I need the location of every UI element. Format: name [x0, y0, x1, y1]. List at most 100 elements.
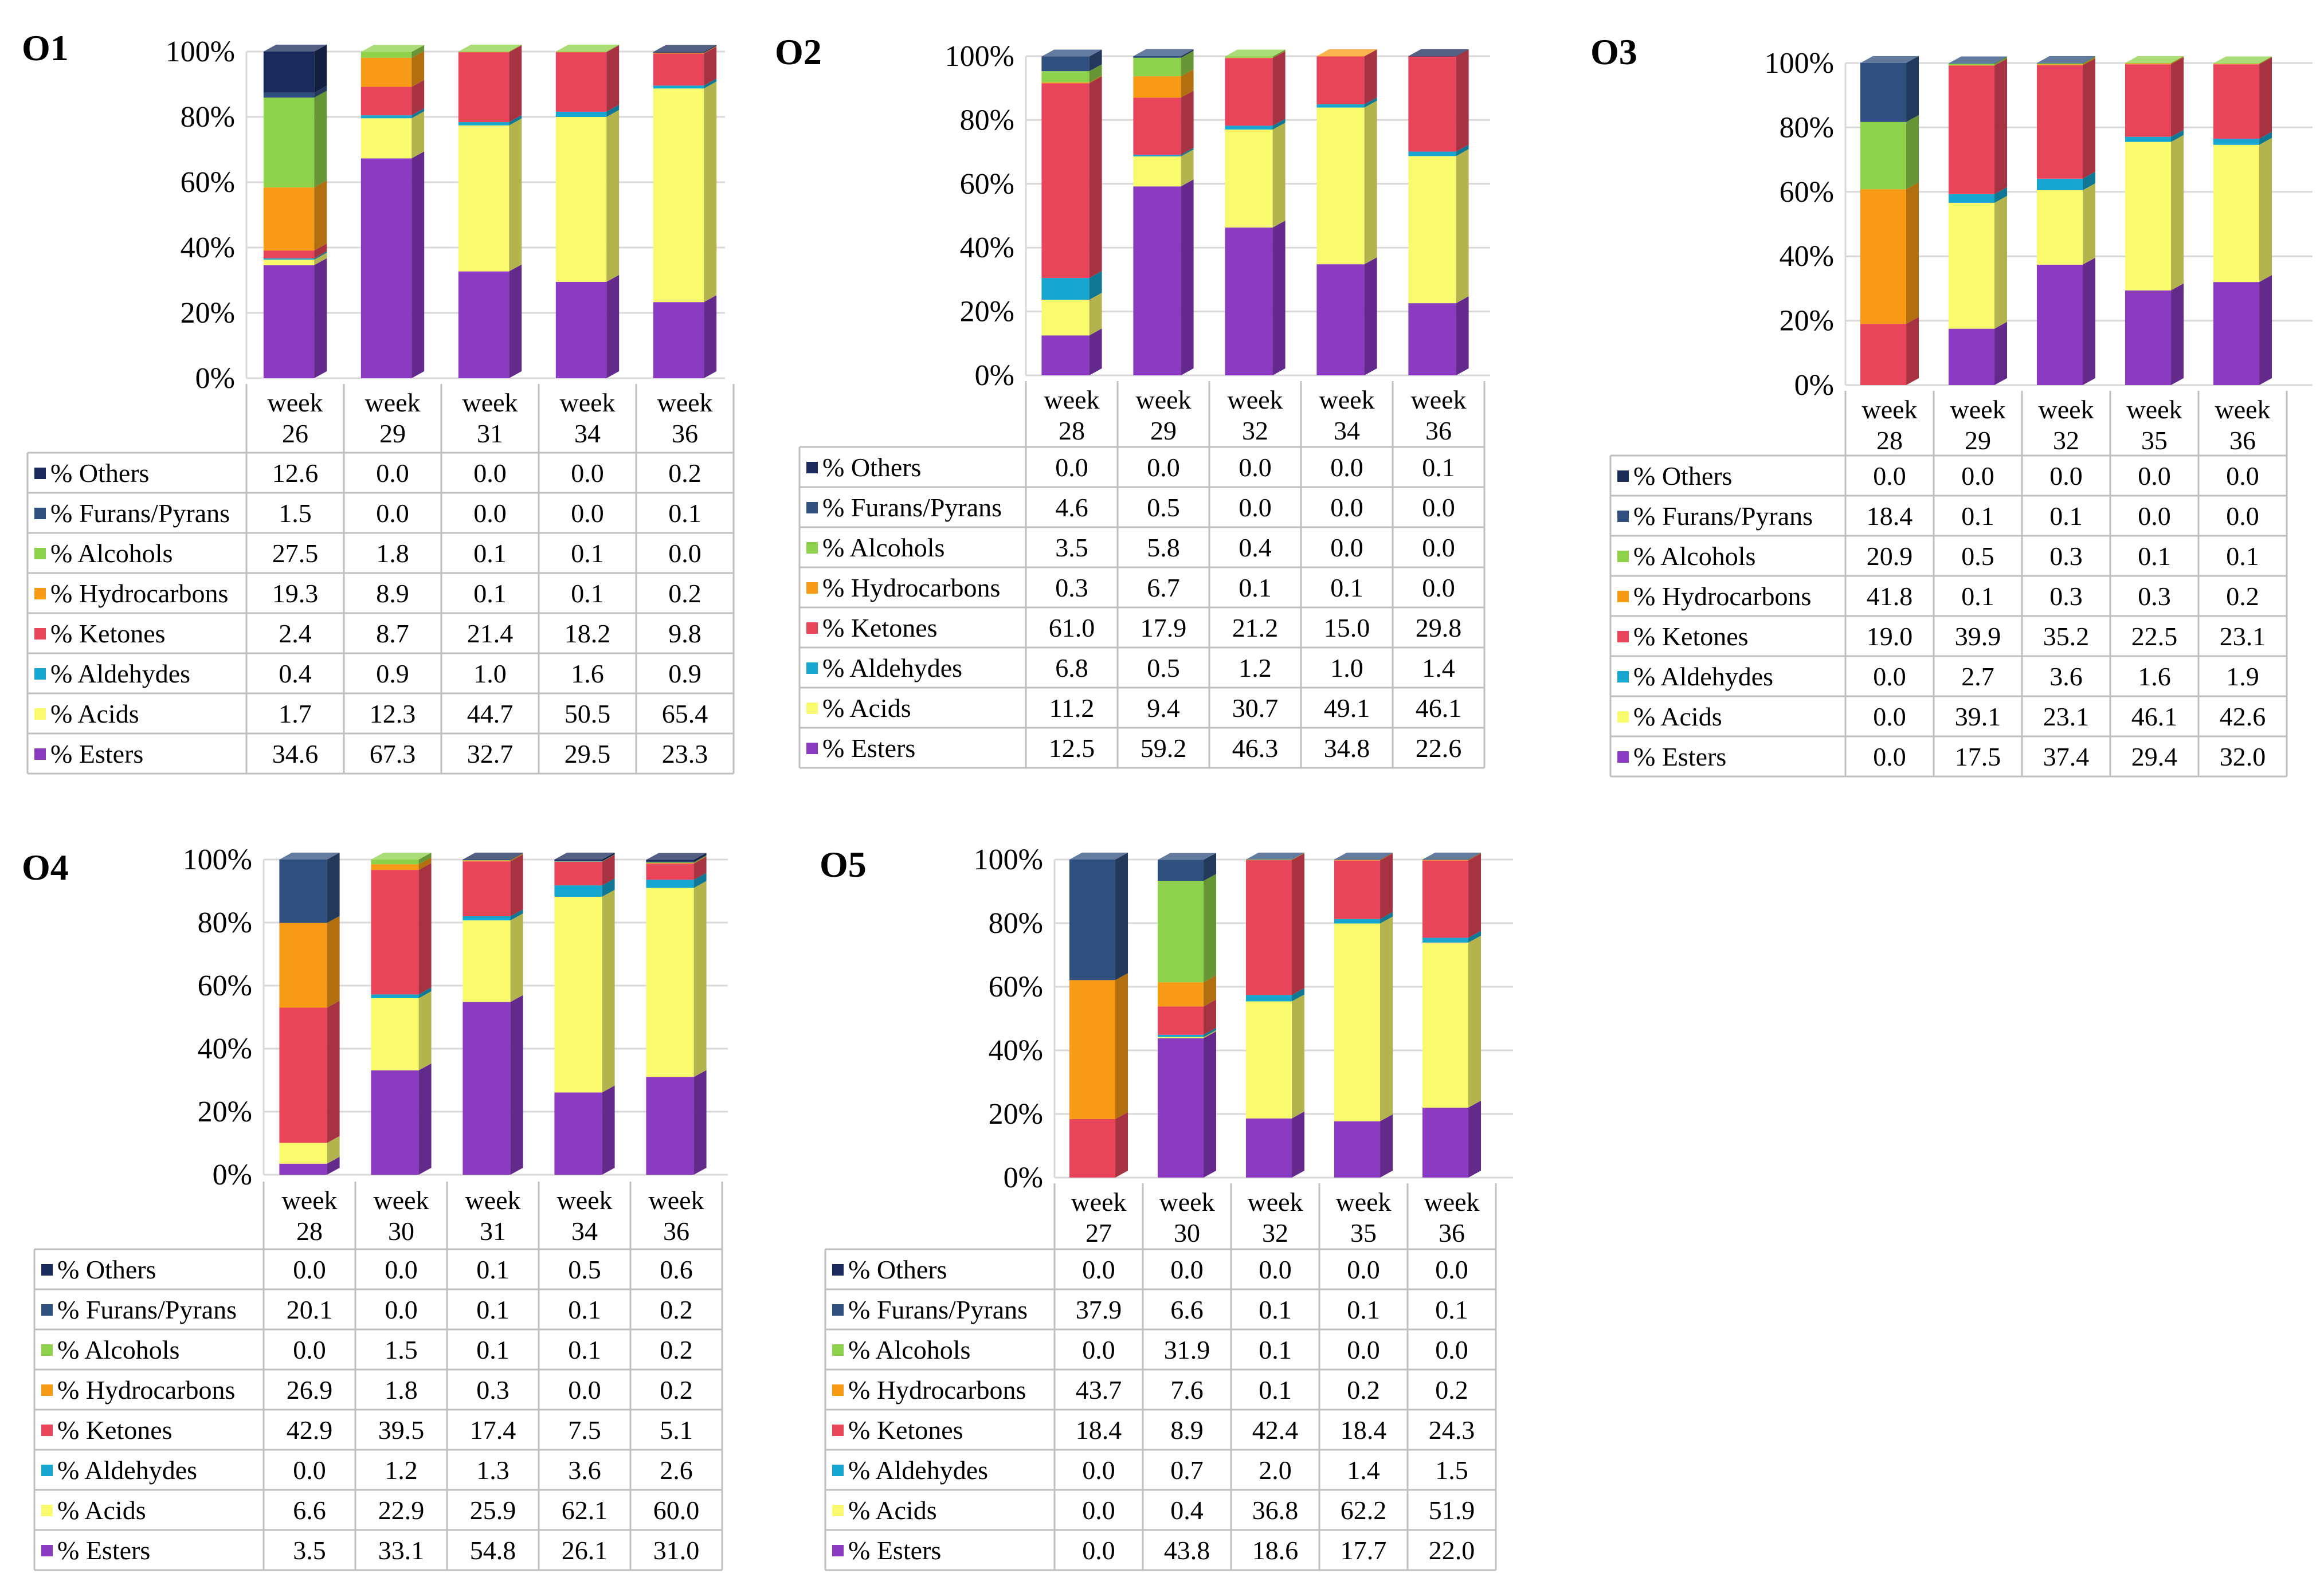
table-cell: 0.5	[1147, 653, 1180, 682]
legend-key-esters	[832, 1545, 844, 1556]
table-cell: 0.0	[473, 458, 507, 488]
panel-title: O5	[820, 844, 867, 885]
chart-panel-o4: O40%20%40%60%80%100%week28week30week31we…	[22, 843, 728, 1571]
y-tick-label: 40%	[198, 1033, 252, 1065]
legend-key-ketones	[41, 1425, 53, 1436]
bar-segment-alcohols	[555, 44, 620, 52]
legend-label: % Furans/Pyrans	[848, 1295, 1028, 1324]
table-cell: 19.0	[1867, 622, 1913, 651]
data-table: % Others 0.0 0.0 0.0 0.0 0.0 % Furans/Pyrans 18…	[1609, 391, 2288, 778]
bar-top-cap	[279, 852, 340, 860]
category-label-line1: week	[281, 1186, 337, 1215]
table-cell: 0.0	[385, 1255, 418, 1284]
data-table: % Others 12.6 0.0 0.0 0.0 0.2 % Furans/Pyrans 1…	[26, 384, 735, 775]
table-cell: 31.9	[1164, 1335, 1210, 1364]
legend-label: % Furans/Pyrans	[57, 1295, 237, 1324]
table-cell: 6.8	[1055, 653, 1088, 682]
table-cell: 23.1	[2220, 622, 2266, 651]
table-cell: 0.4	[1170, 1496, 1204, 1525]
table-row-ketones: % Ketones 2.4 8.7 21.4 18.2 9.8	[34, 619, 701, 648]
bar-segment-furans-pyrans	[646, 854, 707, 862]
y-tick-label: 0%	[195, 362, 235, 395]
table-cell: 1.8	[385, 1375, 418, 1404]
legend-label: % Hydrocarbons	[50, 579, 228, 608]
legend-label: % Aldehydes	[50, 659, 190, 688]
data-table: % Others 0.0 0.0 0.0 0.0 0.1 % Furans/Pyrans 4.…	[798, 381, 1486, 769]
table-cell: 1.6	[2138, 662, 2171, 691]
panel-title: O2	[775, 32, 822, 72]
bar-segment-alcohols	[1225, 49, 1286, 58]
y-tick-label: 20%	[960, 296, 1014, 328]
table-cell: 0.1	[1330, 573, 1363, 602]
y-tick-label: 20%	[181, 297, 235, 329]
bar-segment-ketones	[1225, 51, 1286, 126]
y-tick-label: 100%	[974, 843, 1043, 876]
bar-segment-alcohols	[371, 852, 432, 865]
table-cell: 26.1	[562, 1536, 608, 1565]
bar-segment-hydrocarbons	[2125, 56, 2184, 65]
bar-top-cap	[1157, 853, 1217, 860]
table-cell: 29.4	[2131, 742, 2178, 771]
table-cell: 0.0	[473, 499, 507, 528]
table-cell: 18.2	[565, 619, 611, 648]
legend-label: % Acids	[848, 1496, 937, 1525]
table-row-ketones: % Ketones 18.4 8.9 42.4 18.4 24.3	[832, 1415, 1475, 1445]
bar-segment-acids	[371, 991, 432, 1070]
legend-key-furans-pyrans	[41, 1304, 53, 1316]
category-label-line2: 35	[2141, 426, 2168, 455]
table-cell: 20.9	[1867, 542, 1913, 571]
table-cell: 17.5	[1955, 742, 2001, 771]
bar-segment-aldehydes	[1334, 912, 1393, 924]
bar-segment-aldehydes	[653, 79, 717, 89]
bar-segment-aldehydes	[1225, 119, 1286, 130]
table-cell: 0.0	[1422, 493, 1455, 522]
bar-segment-aldehydes	[1133, 148, 1194, 156]
bar-top-cap	[2036, 56, 2096, 63]
legend-label: % Alcohols	[848, 1335, 970, 1364]
category-label-line1: week	[1159, 1187, 1214, 1217]
bar-segment-esters	[1041, 328, 1102, 375]
bar-segment-esters	[279, 1156, 340, 1175]
bar-segment-alcohols	[463, 853, 523, 861]
bar-segment-acids	[1948, 195, 2008, 329]
bar-segment-ketones	[1860, 317, 1919, 385]
legend-label: % Furans/Pyrans	[822, 493, 1002, 522]
bar-segment-others	[554, 852, 615, 861]
legend-label: % Esters	[822, 733, 915, 763]
bar-segment-esters	[646, 1070, 707, 1175]
bar-segment-esters	[360, 151, 425, 378]
bar-segment-hydrocarbons	[1316, 49, 1377, 57]
category-label-line2: 28	[1059, 416, 1085, 445]
table-row-aldehydes: % Aldehydes 0.4 0.9 1.0 1.6 0.9	[34, 659, 701, 688]
bar-segment-alcohols	[1948, 57, 2008, 65]
table-row-acids: % Acids 6.6 22.9 25.9 62.1 60.0	[41, 1496, 699, 1525]
bar-segment-aldehydes	[371, 987, 432, 998]
table-row-hydrocarbons: % Hydrocarbons 0.3 6.7 0.1 0.1 0.0	[806, 573, 1455, 602]
table-row-alcohols: % Alcohols 20.9 0.5 0.3 0.1 0.1	[1617, 542, 2259, 571]
table-cell: 29.8	[1416, 613, 1462, 642]
table-cell: 9.8	[668, 619, 701, 648]
table-cell: 54.8	[470, 1536, 516, 1565]
table-cell: 0.0	[376, 499, 409, 528]
legend-label: % Hydrocarbons	[822, 573, 1000, 602]
table-cell: 0.0	[293, 1255, 326, 1284]
legend-key-ketones	[806, 622, 818, 634]
table-cell: 62.2	[1341, 1496, 1387, 1525]
bar-segment-furans-pyrans	[1860, 56, 1919, 122]
table-cell: 0.1	[568, 1335, 601, 1364]
table-cell: 24.3	[1429, 1415, 1475, 1445]
table-cell: 0.0	[2226, 501, 2259, 531]
legend-key-alcohols	[806, 542, 818, 554]
legend-key-esters	[34, 748, 46, 760]
table-cell: 21.2	[1232, 613, 1279, 642]
bar-segment-esters	[554, 1085, 615, 1175]
table-cell: 0.9	[376, 659, 409, 688]
table-cell: 0.1	[668, 499, 701, 528]
bar-segment-hydrocarbons	[2036, 57, 2096, 65]
table-cell: 42.9	[287, 1415, 333, 1445]
category-label-line1: week	[657, 388, 712, 417]
legend-label: % Acids	[822, 693, 911, 723]
table-cell: 18.6	[1252, 1536, 1299, 1565]
category-label-line2: 34	[1334, 416, 1360, 445]
bar-segment-acids	[1316, 100, 1377, 265]
